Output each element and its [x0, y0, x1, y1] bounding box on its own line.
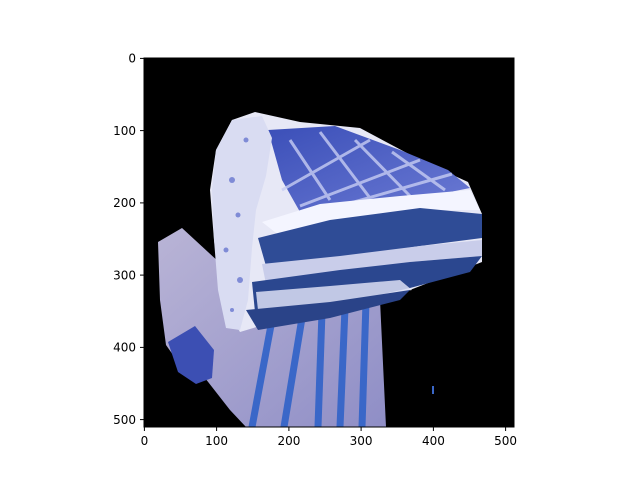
- x-tick-label: 300: [350, 434, 373, 448]
- y-tick: 300: [113, 268, 144, 282]
- photo: [144, 58, 514, 427]
- plate-stripes: [248, 301, 370, 427]
- axes-frame: [143, 57, 515, 428]
- sponge-layer-1: [258, 208, 482, 266]
- x-axis: 0 100 200 300 400 500: [141, 427, 517, 448]
- side-frosting: [212, 116, 272, 330]
- cream-layer-bottom: [256, 280, 412, 310]
- y-tick-label: 0: [128, 52, 136, 66]
- x-tick: 500: [494, 427, 517, 448]
- x-tick: 0: [141, 427, 149, 448]
- y-tick: 400: [113, 341, 144, 355]
- y-axis: 0 100 200 300 400 500: [113, 52, 144, 427]
- x-tick-label: 0: [141, 434, 149, 448]
- sponge-layer-bottom: [246, 290, 410, 330]
- y-tick: 0: [128, 52, 144, 66]
- y-tick-label: 500: [113, 413, 136, 427]
- speck: [432, 386, 434, 394]
- x-tick: 200: [277, 427, 300, 448]
- x-tick-label: 400: [422, 434, 445, 448]
- y-tick-label: 300: [113, 268, 136, 282]
- frosting-speckles: [223, 137, 249, 312]
- plate-shadow: [168, 326, 214, 384]
- x-tick: 100: [205, 427, 228, 448]
- y-tick-label: 400: [113, 341, 136, 355]
- y-tick: 100: [113, 124, 144, 138]
- cake-top: [268, 126, 470, 212]
- x-tick: 300: [350, 427, 373, 448]
- y-tick-label: 100: [113, 124, 136, 138]
- x-tick-label: 200: [277, 434, 300, 448]
- x-tick-label: 100: [205, 434, 228, 448]
- cream-layer-middle: [262, 240, 482, 284]
- y-tick: 500: [113, 413, 144, 427]
- y-tick: 200: [113, 196, 144, 210]
- x-tick: 400: [422, 427, 445, 448]
- y-tick-label: 200: [113, 196, 136, 210]
- x-tick-label: 500: [494, 434, 517, 448]
